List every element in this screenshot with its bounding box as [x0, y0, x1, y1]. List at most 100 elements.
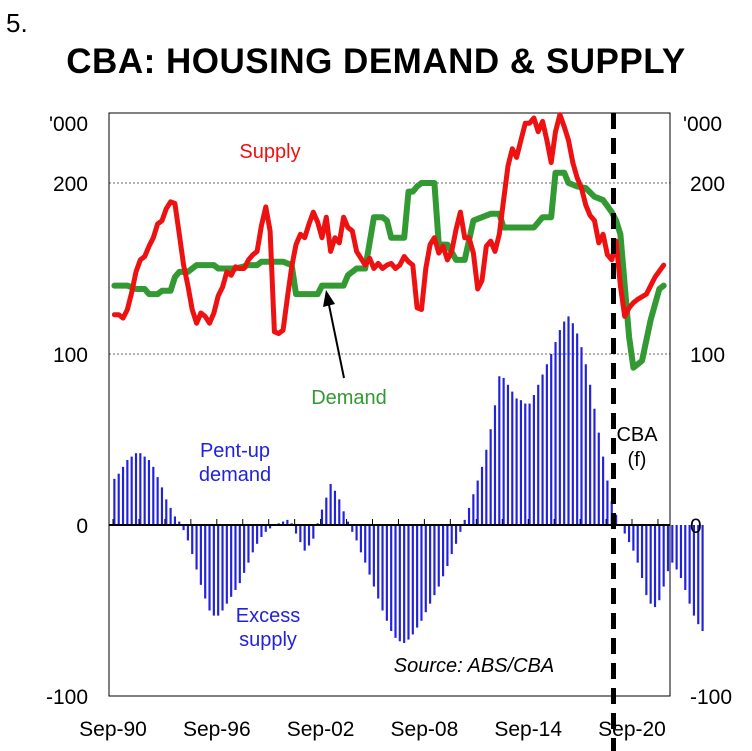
balance-bar [429, 525, 432, 604]
demand-label: Demand [311, 387, 387, 409]
x-tick-labels: Sep-90 Sep-96 Sep-02 Sep-08 Sep-14 Sep-20 [79, 718, 666, 741]
balance-bar [450, 525, 453, 555]
balance-bar [666, 525, 670, 572]
balance-bar [697, 525, 700, 625]
balance-bar [269, 525, 272, 529]
balance-bar [684, 525, 687, 590]
balance-bar [658, 525, 661, 601]
x-tick-label: Sep-90 [79, 718, 147, 741]
balance-bar [420, 525, 423, 621]
x-tick-label: Sep-14 [494, 718, 562, 741]
balance-bar [390, 525, 393, 632]
balance-bar [589, 384, 592, 525]
balance-bar [498, 376, 501, 525]
balance-bar [442, 525, 445, 577]
balance-bar [294, 525, 298, 534]
balance-bar [580, 347, 583, 525]
balance-bar [511, 391, 514, 525]
balance-bar [558, 330, 561, 525]
y-tick-label-right: 200 [690, 173, 725, 196]
balance-bar [602, 456, 605, 525]
balance-bar [554, 342, 557, 525]
y-tick-label-left: 200 [53, 173, 88, 196]
balance-bar [485, 449, 488, 525]
balance-bar [204, 525, 207, 599]
balance-bar [359, 525, 362, 553]
balance-bar [147, 460, 151, 525]
balance-bar [701, 525, 704, 632]
forecast-label-line1: CBA [616, 424, 658, 446]
balance-bar [230, 525, 233, 597]
x-tick-marks [112, 519, 659, 525]
balance-bar [476, 480, 479, 525]
balance-bar [524, 403, 527, 525]
balance-bar [377, 525, 380, 599]
y-tick-label-right: 0 [690, 515, 702, 538]
balance-bar [615, 514, 618, 525]
balance-bar [454, 525, 458, 544]
balance-bar [597, 432, 600, 525]
balance-bar [506, 384, 510, 525]
balance-bar [139, 453, 142, 525]
balance-bar [692, 525, 696, 616]
balance-bar [550, 354, 553, 525]
balance-bar [186, 525, 189, 541]
balance-bar [563, 321, 566, 525]
balance-bar [571, 323, 574, 525]
balance-bar [286, 519, 289, 525]
y-tick-label-left: -100 [46, 686, 88, 709]
balance-bar [212, 525, 215, 616]
balance-bar [467, 507, 471, 525]
balance-bar [537, 384, 540, 525]
balance-bar [329, 483, 332, 525]
figure-number: 5. [6, 8, 28, 38]
balance-bar [623, 525, 626, 534]
balance-bar [381, 525, 384, 611]
balance-bars [113, 316, 704, 643]
balance-bar [688, 525, 691, 604]
balance-bar [675, 525, 678, 570]
supply-line [111, 112, 667, 336]
balance-bar [320, 509, 324, 525]
balance-bar [152, 466, 155, 525]
balance-bar [225, 525, 228, 604]
plot-frame [108, 112, 671, 697]
balance-bar [437, 525, 440, 587]
balance-bar [303, 525, 306, 551]
balance-bar [385, 525, 388, 621]
balance-bar [134, 453, 138, 525]
balance-bar [143, 456, 146, 525]
balance-bar [433, 525, 436, 596]
balance-bar [281, 521, 285, 525]
balance-bar [649, 525, 652, 604]
x-tick-label: Sep-02 [287, 718, 355, 741]
y-tick-labels-right: -100 0 100 200 [690, 173, 732, 709]
balance-bar [593, 408, 596, 525]
balance-bar [113, 478, 116, 525]
balance-bar [243, 525, 246, 573]
balance-bar [398, 525, 401, 642]
unit-label-right: '000 [683, 113, 722, 136]
balance-bar [307, 525, 311, 546]
x-tick-label: Sep-08 [391, 718, 459, 741]
balance-bar [264, 525, 267, 532]
balance-bar [519, 400, 523, 525]
balance-bar [178, 521, 181, 525]
y-tick-label-right: -100 [690, 686, 732, 709]
balance-bar [403, 525, 406, 643]
balance-bar [424, 525, 427, 613]
balance-bar [606, 480, 609, 525]
unit-label-left: '000 [49, 113, 88, 136]
supply-label: Supply [239, 141, 300, 163]
balance-bar [662, 525, 665, 587]
balance-bar [234, 525, 237, 590]
y-tick-label-left: 0 [76, 515, 88, 538]
balance-bar [645, 525, 648, 596]
balance-bar [627, 525, 631, 543]
excess-label-line1: Excess [236, 605, 300, 627]
pentup-label-line2: demand [199, 464, 271, 486]
balance-bar [463, 519, 466, 525]
balance-bar [238, 525, 241, 584]
balance-bar [411, 525, 414, 635]
